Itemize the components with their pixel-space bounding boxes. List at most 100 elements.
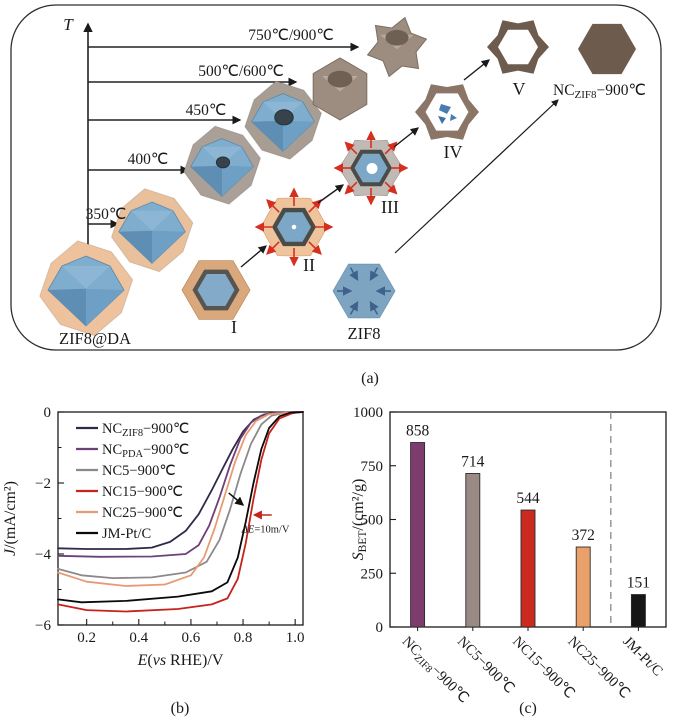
bar-value-label: 858 bbox=[406, 423, 430, 440]
bar-NC25−900℃ bbox=[575, 546, 591, 628]
y-tick-label: −4 bbox=[35, 547, 51, 563]
stage-label-2: II bbox=[303, 255, 315, 275]
x-tick-label: 0.8 bbox=[234, 630, 253, 646]
inward-shrink-arrow bbox=[349, 301, 359, 315]
series-NC_PDA−900℃ bbox=[57, 411, 304, 558]
stage-label-3: III bbox=[381, 197, 399, 217]
x-tick-label: 0.4 bbox=[129, 630, 148, 646]
y-axis-label: SBET/(cm²/g) bbox=[350, 479, 369, 561]
annotation-delta-e: ΔE=10m/V bbox=[241, 525, 290, 536]
legend-label: NCZIF8−900℃ bbox=[102, 421, 189, 439]
hexagon-stage2-void bbox=[291, 224, 297, 230]
bar-chart: 02505007501000SBET/(cm²/g)858NCZIF8−900℃… bbox=[350, 405, 667, 707]
bar-NC5−900℃ bbox=[465, 473, 481, 628]
bar-value-label: 151 bbox=[627, 575, 650, 592]
series-NC5−900℃ bbox=[57, 411, 304, 580]
line-chart: 0.2 0.4 0.6 0.8 1.0 0 −2 −4 −6 E(vs RHE)/V J/(mA/c… bbox=[2, 405, 305, 669]
particle-350c-facet bbox=[118, 230, 152, 264]
caption-c: (c) bbox=[519, 700, 537, 717]
temp-label-450: 450℃ bbox=[186, 102, 227, 119]
particle-500-600c-cavity bbox=[327, 70, 353, 88]
legend-label: NC5−900℃ bbox=[102, 463, 176, 479]
bar-NC_ZIF8−900℃ bbox=[410, 442, 426, 628]
polarization-chart-panel: (b) 0.2 0.4 0.6 0.8 1.0 0 −2 −4 −6 E(vs RHE)/V J/(… bbox=[2, 405, 305, 717]
particle-450c-facet bbox=[251, 120, 283, 152]
particle-400c-facet bbox=[190, 165, 222, 197]
legend-label: NCPDA−900℃ bbox=[102, 442, 189, 460]
outward-stress-arrow bbox=[384, 181, 398, 195]
stage-arrow bbox=[393, 127, 419, 148]
y-tick-label: −6 bbox=[35, 618, 51, 634]
inward-shrink-arrow bbox=[369, 267, 379, 281]
particle-450c-cavity bbox=[274, 109, 294, 126]
stage-arrow bbox=[317, 184, 345, 204]
y-tick-label: 250 bbox=[361, 566, 384, 582]
temp-label-350: 350℃ bbox=[86, 206, 127, 223]
temp-label-400: 400℃ bbox=[128, 151, 169, 168]
hexagon-stage4-fragment bbox=[439, 104, 451, 114]
x-axis-label: E(vs RHE)/V bbox=[137, 652, 224, 669]
particle-400c-facet bbox=[222, 165, 254, 197]
annotation-arrow bbox=[228, 492, 245, 506]
bar-JM-Pt/C bbox=[630, 594, 646, 628]
y-tick-label: 0 bbox=[376, 620, 384, 636]
inward-shrink-arrow bbox=[349, 267, 359, 281]
particle-350c-facet bbox=[152, 230, 186, 264]
particle-350c-facet bbox=[131, 210, 173, 231]
temp-label-500-600: 500℃/600℃ bbox=[198, 63, 284, 80]
scheme-shapes bbox=[39, 16, 636, 337]
stage-label-4: IV bbox=[444, 142, 463, 162]
outward-stress-arrow bbox=[266, 241, 280, 255]
stage-arrow bbox=[463, 59, 490, 81]
outward-stress-arrow bbox=[308, 241, 322, 255]
outward-stress-arrow bbox=[266, 199, 280, 213]
hexagon-stage4-fragment bbox=[438, 116, 446, 124]
zif8-direct-arrow bbox=[394, 99, 559, 254]
hexagon-nc-product bbox=[578, 23, 636, 75]
series-NC15−900℃ bbox=[57, 411, 304, 613]
hexagon-stage5-hollow bbox=[498, 29, 538, 65]
y-axis-label: J/(mA/cm²) bbox=[2, 481, 19, 556]
outward-stress-arrow bbox=[384, 141, 398, 155]
zif8-label: ZIF8 bbox=[348, 324, 381, 343]
legend-label: NC15−900℃ bbox=[102, 484, 183, 500]
series-JM-Pt/C bbox=[57, 411, 304, 604]
stage-label-5: V bbox=[513, 79, 526, 99]
particle-zif8da-facet bbox=[48, 288, 86, 326]
caption-a: (a) bbox=[361, 370, 379, 387]
bet-bar-chart-panel: (c) 02505007501000SBET/(cm²/g)858NCZIF8−… bbox=[350, 405, 667, 717]
hexagon-stage1-core bbox=[197, 274, 235, 306]
legend-label: NC25−900℃ bbox=[102, 505, 183, 521]
particle-450c-facet bbox=[283, 120, 315, 152]
bar-value-label: 714 bbox=[461, 453, 485, 470]
zif8da-label: ZIF8@DA bbox=[59, 329, 131, 348]
particle-zif8da-facet bbox=[86, 288, 124, 326]
series-NC25−900℃ bbox=[57, 411, 304, 587]
hexagon-stage4-fragment bbox=[450, 114, 457, 121]
x-tick-label: 0.6 bbox=[182, 630, 201, 646]
y-tick-label: 1000 bbox=[353, 405, 383, 421]
temperature-axis-label: T bbox=[63, 15, 74, 34]
y-tick-label: 750 bbox=[361, 459, 384, 475]
panel-border bbox=[10, 4, 662, 351]
legend-label: JM-Pt/C bbox=[102, 526, 151, 542]
particle-400c-cavity bbox=[215, 156, 231, 169]
bar-value-label: 544 bbox=[516, 490, 540, 507]
caption-b: (b) bbox=[171, 700, 190, 717]
x-tick-label: 1.0 bbox=[286, 630, 305, 646]
bar-NC15−900℃ bbox=[520, 509, 536, 628]
bar-value-label: 372 bbox=[572, 527, 595, 544]
x-tick-label: 0.2 bbox=[77, 630, 96, 646]
particle-400c-facet bbox=[202, 146, 242, 166]
y-tick-label: 500 bbox=[361, 513, 384, 529]
hexagon-zif8 bbox=[332, 263, 396, 319]
inward-shrink-arrow bbox=[369, 301, 379, 315]
stage-label-1: I bbox=[231, 317, 237, 337]
product-label: NCZIF8−900℃ bbox=[553, 82, 646, 101]
particle-750-900c-cavity bbox=[385, 29, 409, 46]
particle-zif8da-facet bbox=[62, 266, 110, 289]
y-tick-label: −2 bbox=[35, 476, 51, 492]
category-label: JM-Pt/C bbox=[620, 634, 666, 680]
y-tick-label: 0 bbox=[44, 405, 52, 421]
